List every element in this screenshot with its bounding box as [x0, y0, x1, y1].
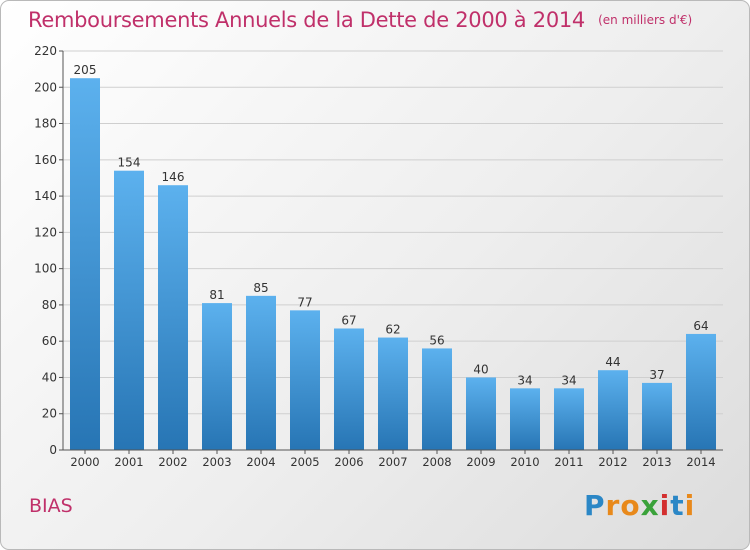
- x-axis: 2000 2001 2002 2003 2004 2005 2006 2007 2008 2009…: [63, 449, 723, 469]
- x-tick-label: 2011: [554, 455, 583, 469]
- bar: [686, 333, 716, 450]
- bar-value-label: 34: [561, 373, 576, 387]
- y-tick-label: 120: [34, 225, 57, 239]
- y-tick-label: 140: [34, 189, 57, 203]
- y-tick-label: 40: [42, 370, 57, 384]
- bar: [598, 370, 628, 450]
- bar-value-label: 154: [118, 156, 141, 170]
- logo-letter: t: [670, 489, 685, 522]
- bar: [246, 295, 276, 450]
- x-tick-label: 2003: [202, 455, 231, 469]
- logo-letter: P: [584, 489, 606, 522]
- x-tick-label: 2009: [466, 455, 495, 469]
- y-tick-label: 80: [42, 298, 57, 312]
- bar: [290, 310, 320, 450]
- bar-value-label: 62: [385, 323, 400, 337]
- chart-subtitle: (en milliers d'€): [598, 13, 693, 27]
- bar: [466, 377, 496, 450]
- x-tick-label: 2013: [642, 455, 671, 469]
- bar-value-label: 146: [162, 170, 185, 184]
- bar: [642, 382, 672, 450]
- x-tick-label: 2007: [378, 455, 407, 469]
- y-tick-label: 160: [34, 153, 57, 167]
- bar-value-label: 77: [297, 295, 312, 309]
- place-name: BIAS: [29, 495, 73, 517]
- x-tick-label: 2002: [158, 455, 187, 469]
- logo-letter: o: [620, 489, 641, 522]
- bar: [202, 303, 232, 450]
- x-tick-label: 2008: [422, 455, 451, 469]
- x-tick-label: 2005: [290, 455, 319, 469]
- x-tick-label: 2004: [246, 455, 275, 469]
- x-tick-label: 2006: [334, 455, 363, 469]
- bar-value-label: 205: [74, 63, 97, 77]
- bar: [422, 348, 452, 450]
- bar-value-label: 44: [605, 355, 620, 369]
- bar-value-label: 67: [341, 313, 356, 327]
- bar: [70, 78, 100, 451]
- bar: [334, 328, 364, 450]
- bar-value-label: 56: [429, 333, 444, 347]
- y-tick-label: 100: [34, 262, 57, 276]
- bar: [114, 170, 144, 450]
- x-tick-label: 2001: [114, 455, 143, 469]
- y-axis: 0 20 40 60 80 100 120 140 160 180 200 220: [34, 44, 64, 457]
- logo-letter: i: [659, 489, 671, 522]
- y-tick-label: 180: [34, 117, 57, 131]
- bar: [554, 388, 584, 450]
- x-tick-label: 2010: [510, 455, 539, 469]
- y-tick-label: 0: [49, 443, 57, 457]
- x-tick-label: 2000: [70, 455, 99, 469]
- logo-letter: i: [684, 489, 696, 522]
- y-tick-label: 200: [34, 80, 57, 94]
- bar-value-label: 37: [649, 368, 664, 382]
- y-tick-label: 20: [42, 407, 57, 421]
- proxiti-logo: Proxiti: [584, 489, 695, 522]
- x-tick-label: 2012: [598, 455, 627, 469]
- y-tick-label: 220: [34, 44, 57, 58]
- bar-value-label: 40: [473, 362, 488, 376]
- x-tick-label: 2014: [686, 455, 715, 469]
- bar-value-label: 34: [517, 373, 532, 387]
- y-tick-label: 60: [42, 334, 57, 348]
- bar-value-label: 85: [253, 281, 268, 295]
- bar: [510, 388, 540, 450]
- logo-letter: r: [605, 489, 621, 522]
- bars: 205 154 146 81 85 77 67 62 56 40 34 34 44 37 64: [70, 63, 716, 451]
- bar-value-label: 64: [693, 319, 708, 333]
- logo-letter: x: [640, 489, 660, 522]
- bar: [378, 337, 408, 450]
- bar-value-label: 81: [209, 288, 224, 302]
- chart-title-row: Remboursements Annuels de la Dette de 20…: [28, 8, 692, 32]
- chart-title: Remboursements Annuels de la Dette de 20…: [28, 8, 585, 32]
- bar: [158, 185, 188, 450]
